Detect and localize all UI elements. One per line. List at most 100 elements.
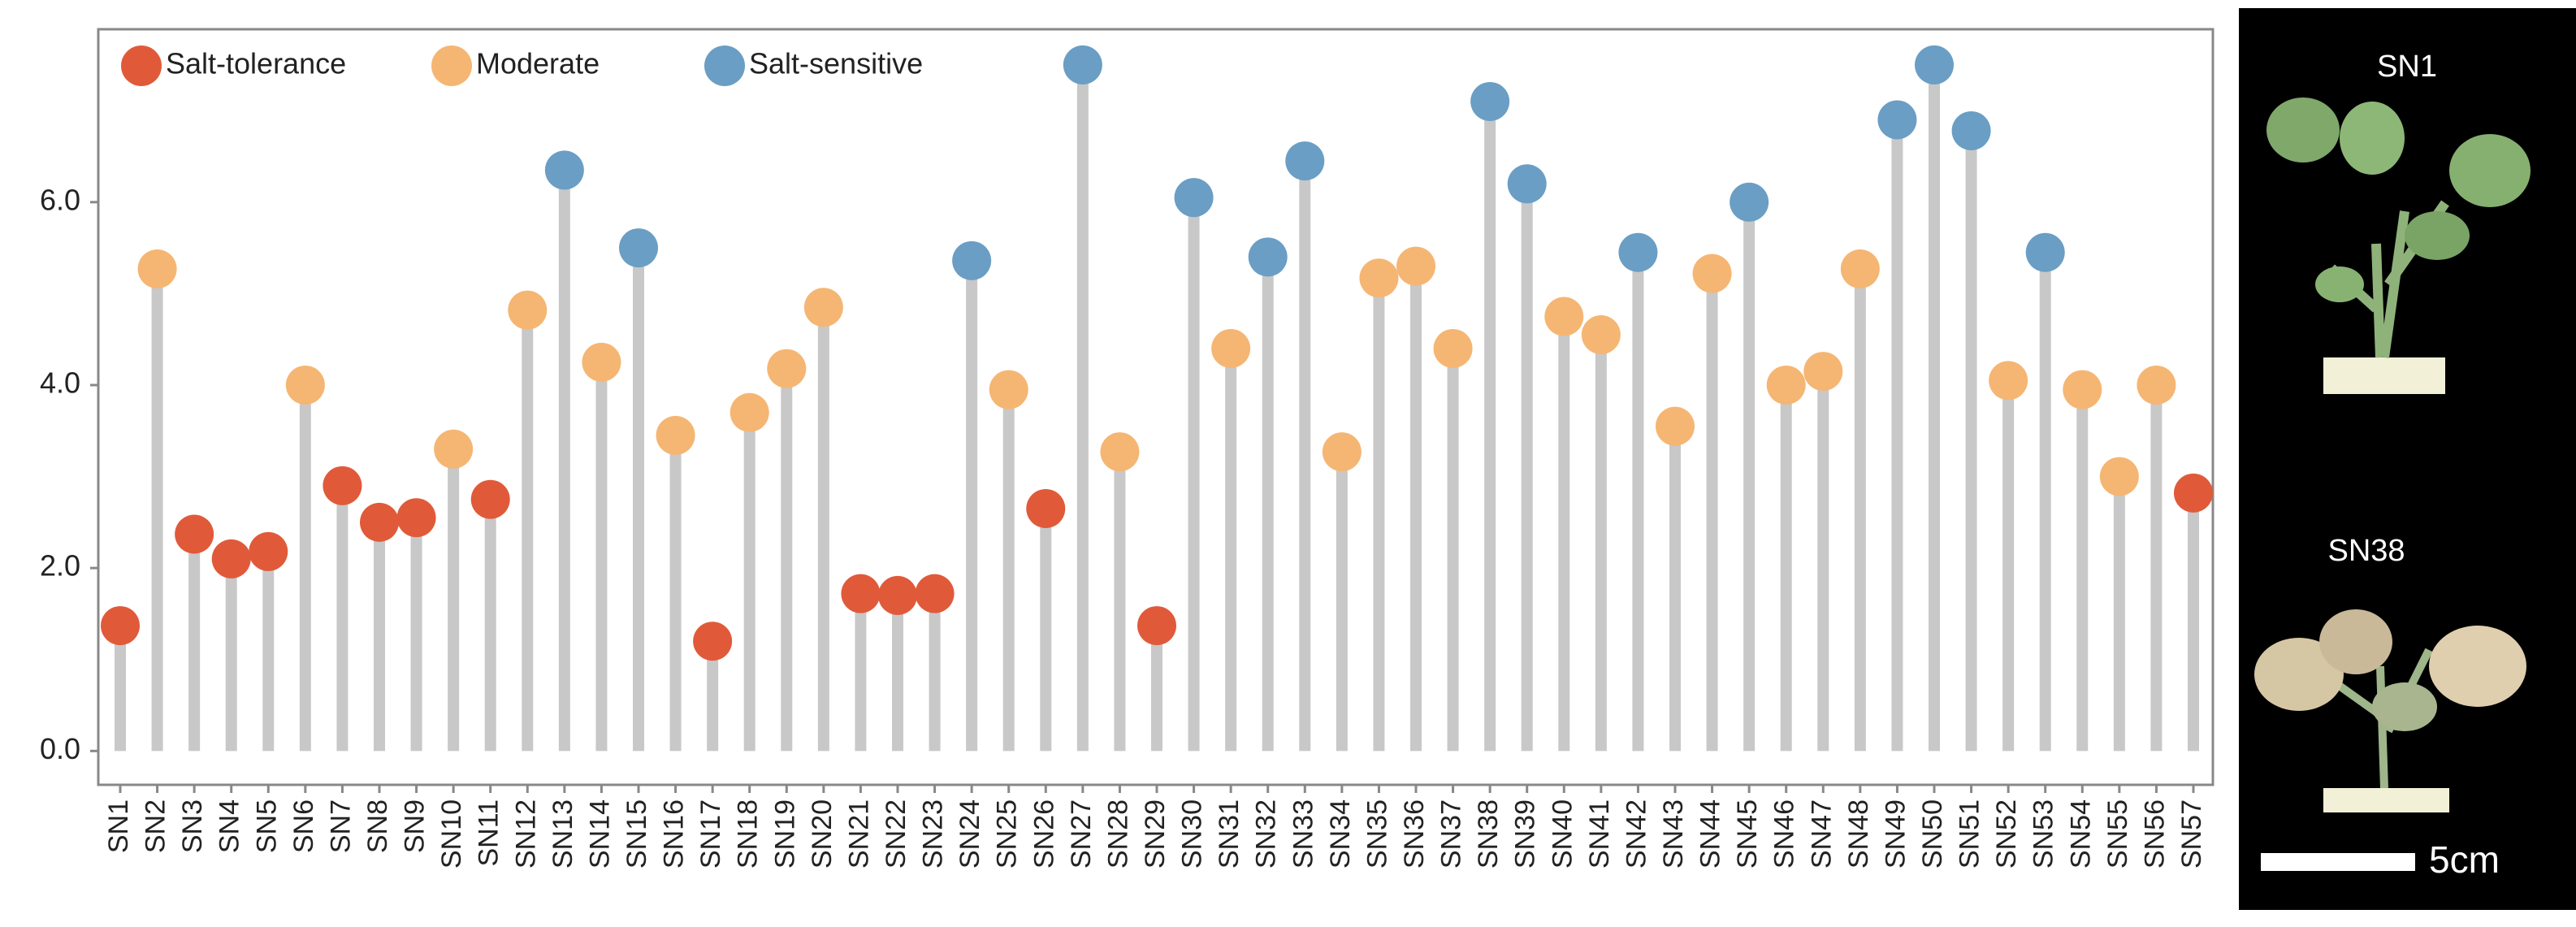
marker <box>1507 164 1547 204</box>
x-tick-label: SN52 <box>1991 799 2022 869</box>
x-tick-label: SN19 <box>769 799 800 869</box>
marker <box>1544 297 1584 336</box>
stems <box>2327 200 2449 358</box>
x-tick-label: SN29 <box>1140 799 1171 869</box>
x-tick-label: SN20 <box>807 799 838 869</box>
marker <box>1840 249 1880 288</box>
marker <box>360 502 399 542</box>
leaf <box>2254 638 2344 711</box>
x-tick-label: SN33 <box>1288 799 1318 869</box>
marker <box>1915 45 1954 84</box>
x-tick-label: SN36 <box>1399 799 1430 869</box>
plant-healthy <box>2266 97 2531 394</box>
x-tick-label: SN16 <box>659 799 690 869</box>
marker <box>1396 246 1435 286</box>
legend-marker <box>431 45 472 86</box>
x-tick-label: SN30 <box>1177 799 1208 869</box>
marker <box>730 392 769 432</box>
x-tick-label: SN42 <box>1621 799 1652 869</box>
x-tick-label: SN9 <box>400 799 431 853</box>
marker <box>878 575 917 615</box>
marker <box>2099 457 2139 496</box>
marker <box>989 370 1028 409</box>
marker <box>470 479 510 519</box>
marker <box>2063 370 2102 409</box>
legend-marker <box>121 45 162 86</box>
marker <box>915 574 955 613</box>
x-tick-label: SN27 <box>1066 799 1097 869</box>
pot <box>2323 788 2449 812</box>
x-tick-label: SN44 <box>1695 799 1726 869</box>
y-tick-label: 2.0 <box>40 549 80 583</box>
marker <box>1137 606 1176 646</box>
x-tick-label: SN2 <box>141 799 171 853</box>
marker <box>101 606 140 646</box>
pot <box>2323 357 2445 394</box>
x-tick-label: SN5 <box>251 799 282 853</box>
x-tick-label: SN7 <box>325 799 356 853</box>
x-tick-label: SN46 <box>1769 799 1800 869</box>
marker <box>1951 110 1991 150</box>
x-tick-label: SN3 <box>177 799 208 853</box>
x-tick-label: SN39 <box>1510 799 1541 869</box>
plant-wilted <box>2254 609 2526 812</box>
marker <box>1248 237 1288 277</box>
marker <box>1211 328 1251 368</box>
x-tick-label: SN24 <box>955 799 985 869</box>
x-tick-label: SN10 <box>436 799 467 869</box>
leaf <box>2315 266 2364 302</box>
marker <box>619 228 658 268</box>
marker <box>2137 365 2176 405</box>
leaf <box>2405 211 2470 260</box>
marker <box>952 240 992 280</box>
marker <box>137 249 177 288</box>
x-tick-label: SN31 <box>1214 799 1245 869</box>
marker <box>803 288 843 327</box>
x-tick-label: SN57 <box>2176 799 2207 869</box>
leaf <box>2319 609 2392 674</box>
marker <box>767 349 807 388</box>
x-tick-label: SN37 <box>1436 799 1467 869</box>
leaf <box>2429 626 2526 707</box>
marker <box>1063 45 1102 84</box>
x-tick-label: SN55 <box>2102 799 2133 869</box>
x-tick-label: SN48 <box>1843 799 1874 869</box>
marker <box>323 466 362 505</box>
x-tick-label: SN56 <box>2139 799 2170 869</box>
marker <box>693 622 733 661</box>
y-tick-label: 4.0 <box>40 366 80 399</box>
legend-label: Moderate <box>476 47 600 80</box>
y-tick-label: 6.0 <box>40 183 80 216</box>
marker <box>1989 361 2028 401</box>
marker <box>249 531 288 571</box>
x-tick-label: SN28 <box>1102 799 1133 869</box>
marker <box>1618 232 1658 272</box>
x-tick-label: SN23 <box>918 799 949 869</box>
x-tick-label: SN53 <box>2028 799 2059 869</box>
x-tick-label: SN8 <box>362 799 393 853</box>
leaf <box>2266 97 2340 162</box>
marker <box>656 415 695 455</box>
photo-label: SN38 <box>2327 534 2405 568</box>
marker <box>175 514 214 554</box>
x-tick-label: SN6 <box>288 799 319 853</box>
x-tick-label: SN40 <box>1547 799 1578 869</box>
x-tick-label: SN13 <box>548 799 578 869</box>
marker <box>1470 81 1510 121</box>
x-tick-label: SN47 <box>1806 799 1837 869</box>
legend-label: Salt-tolerance <box>166 47 346 80</box>
marker <box>1026 488 1066 528</box>
x-tick-label: SN26 <box>1028 799 1059 869</box>
marker <box>396 498 436 538</box>
x-tick-label: SN11 <box>474 799 504 867</box>
x-tick-label: SN21 <box>843 799 874 869</box>
marker <box>508 290 548 330</box>
marker <box>211 539 251 578</box>
marker <box>582 342 621 382</box>
marker <box>1359 258 1399 298</box>
marker <box>1174 178 1214 218</box>
marker <box>2025 232 2065 272</box>
marker <box>2174 473 2213 513</box>
